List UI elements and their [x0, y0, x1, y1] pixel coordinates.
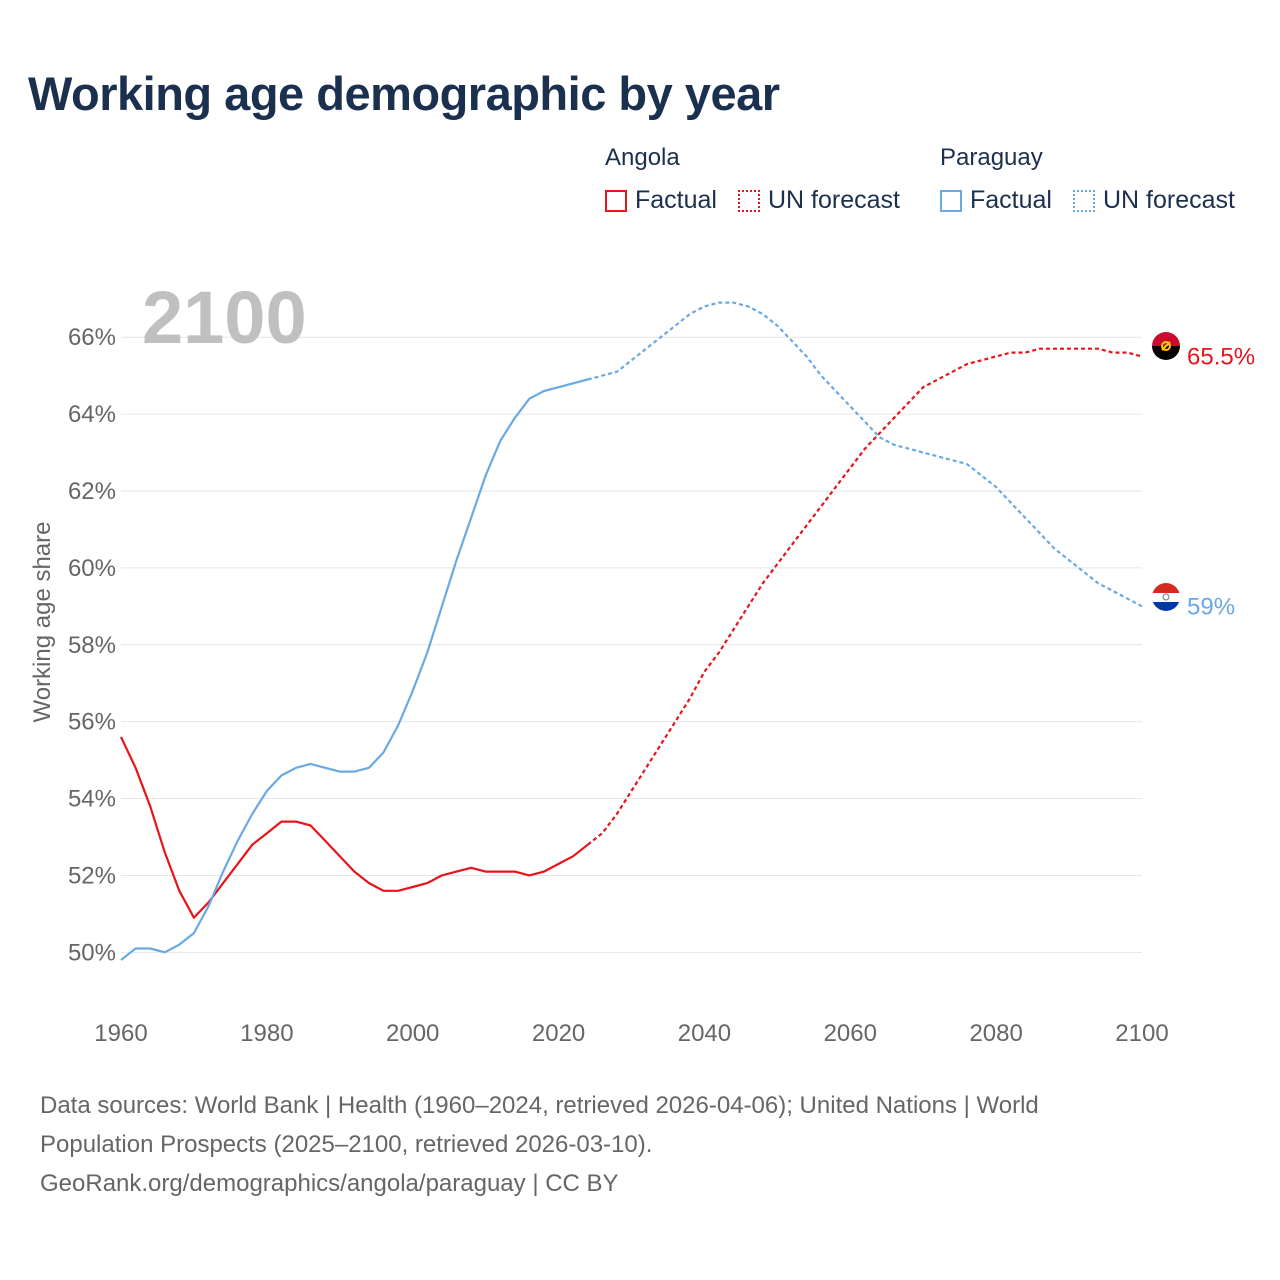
angola-flag-icon	[1152, 332, 1180, 360]
x-tick-label: 2100	[1115, 1020, 1168, 1047]
x-tick-label: 1980	[240, 1020, 293, 1047]
footer-line: Population Prospects (2025–2100, retriev…	[40, 1131, 653, 1158]
paraguay-factual-line[interactable]	[120, 378, 588, 961]
y-tick-label: 50%	[68, 939, 116, 966]
legend-paraguay-factual[interactable]: Factual	[940, 186, 1052, 215]
legend-label: Factual	[635, 186, 717, 214]
x-tick-label: 2060	[824, 1020, 877, 1047]
footer-sources: Data sources: World Bank | Health (1960–…	[40, 1086, 1220, 1203]
y-tick-label: 62%	[68, 478, 116, 505]
legend-group-paraguay: Paraguay	[940, 144, 1043, 171]
legend-angola-factual[interactable]: Factual	[605, 186, 717, 215]
end-labels: 65.5% 59%	[1187, 343, 1255, 620]
y-tick-label: 66%	[68, 324, 116, 351]
paraguay-forecast-line[interactable]	[587, 301, 1143, 608]
x-tick-label: 2080	[969, 1020, 1022, 1047]
solid-line-swatch-icon	[605, 189, 627, 212]
angola-forecast-line[interactable]	[587, 347, 1143, 846]
legend-group-angola: Angola	[605, 144, 680, 171]
legend-label: UN forecast	[1103, 186, 1235, 214]
angola-end-label: 65.5%	[1187, 343, 1255, 370]
y-tick-label: 56%	[68, 709, 116, 736]
solid-line-swatch-icon	[940, 189, 962, 212]
y-tick-label: 52%	[68, 862, 116, 889]
paraguay-flag-icon	[1152, 583, 1180, 611]
y-axis-label: Working age share	[29, 522, 56, 723]
angola-factual-line[interactable]	[120, 736, 589, 919]
x-tick-label: 2040	[678, 1020, 731, 1047]
chart-title: Working age demographic by year	[28, 67, 780, 120]
legend-label: Factual	[970, 186, 1052, 214]
dotted-line-swatch-icon	[738, 189, 760, 212]
x-axis-ticks: 1960 1980 2000 2020 2040 2060 2080 2100	[94, 1020, 1168, 1047]
paraguay-end-label: 59%	[1187, 593, 1235, 620]
legend-angola-forecast[interactable]: UN forecast	[738, 186, 900, 215]
footer-line: Data sources: World Bank | Health (1960–…	[40, 1092, 1039, 1119]
y-tick-label: 58%	[68, 632, 116, 659]
y-tick-label: 60%	[68, 555, 116, 582]
legend-label: UN forecast	[768, 186, 900, 214]
footer-link[interactable]: GeoRank.org/demographics/angola/paraguay…	[40, 1170, 619, 1197]
x-tick-label: 2020	[532, 1020, 585, 1047]
line-chart: 2100 50% 52% 54% 56% 58% 60% 62% 64% 66% 1960 198…	[29, 276, 1255, 1047]
x-tick-label: 2000	[386, 1020, 439, 1047]
year-overlay: 2100	[142, 276, 307, 359]
x-tick-label: 1960	[94, 1020, 147, 1047]
gridlines	[121, 336, 1142, 953]
y-tick-label: 64%	[68, 401, 116, 428]
series	[120, 301, 1143, 961]
dotted-line-swatch-icon	[1073, 189, 1095, 212]
y-tick-label: 54%	[68, 786, 116, 813]
legend-paraguay-forecast[interactable]: UN forecast	[1073, 186, 1235, 215]
y-axis-ticks: 50% 52% 54% 56% 58% 60% 62% 64% 66%	[68, 324, 116, 966]
